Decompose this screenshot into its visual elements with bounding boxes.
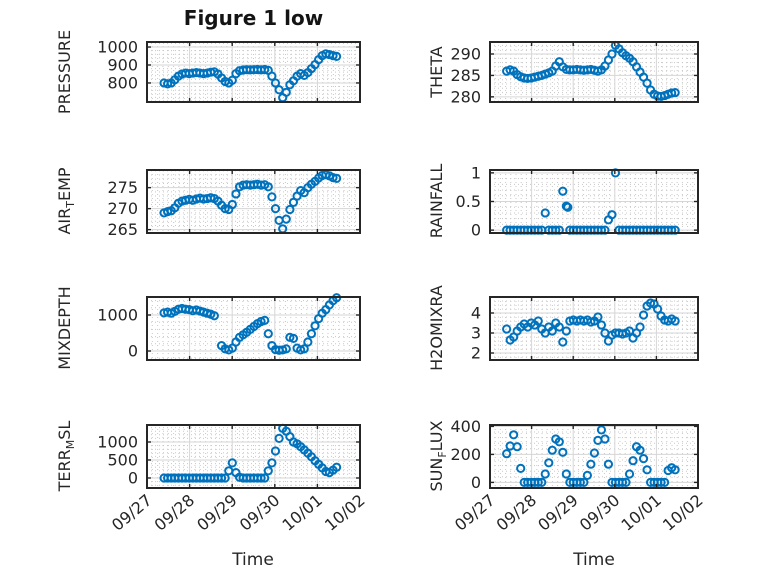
subplot-theta: 280 285 290 <box>450 40 699 107</box>
svg-text:800: 800 <box>107 73 138 92</box>
axes-box <box>489 424 699 489</box>
svg-text:0.5: 0.5 <box>456 192 481 211</box>
data-points <box>502 298 680 347</box>
y-tick-labels: 234 <box>471 304 481 363</box>
xlabel-time-right: Time <box>573 550 615 570</box>
axes-box <box>146 424 361 489</box>
subplot-h2omixra: 234 <box>471 296 699 363</box>
xlabel-time-left: Time <box>232 550 274 570</box>
svg-text:290: 290 <box>450 45 481 64</box>
subplot-mixdepth: 0 1000 <box>97 293 361 361</box>
svg-text:09/28: 09/28 <box>151 491 199 535</box>
svg-text:900: 900 <box>107 55 138 74</box>
axes-box <box>146 296 361 361</box>
data-points <box>159 423 342 483</box>
ylabel-air-temp: AIRTEMP <box>55 167 77 235</box>
minor-grid <box>490 297 698 360</box>
svg-text:10/02: 10/02 <box>659 491 707 535</box>
y-tick-labels: 0 200 400 <box>450 417 481 492</box>
figure-title: Figure 1 low <box>183 6 324 30</box>
axes-box <box>489 41 699 103</box>
y-tick-labels: 280 285 290 <box>450 45 481 107</box>
ylabel-theta: THETA <box>427 46 446 98</box>
ylabel-sun-flux: SUNFLUX <box>427 420 449 492</box>
svg-text:09/29: 09/29 <box>193 491 241 535</box>
svg-text:09/30: 09/30 <box>576 491 624 535</box>
y-tick-labels: 265 270 275 <box>107 178 138 239</box>
svg-text:09/30: 09/30 <box>236 491 284 535</box>
svg-text:0: 0 <box>128 342 138 361</box>
ylabel-rainfall: RAINFALL <box>427 163 446 239</box>
svg-text:0: 0 <box>471 473 481 492</box>
axes-box <box>146 169 361 234</box>
axis-ticks <box>489 297 699 360</box>
svg-text:2: 2 <box>471 344 481 363</box>
data-points <box>159 293 342 355</box>
svg-text:270: 270 <box>107 199 138 218</box>
y-tick-labels: 00.51 <box>456 163 481 239</box>
subplot-rainfall: 00.51 <box>456 163 699 240</box>
svg-text:10/01: 10/01 <box>278 491 326 535</box>
svg-text:3: 3 <box>471 324 481 343</box>
svg-text:09/29: 09/29 <box>534 491 582 535</box>
svg-text:1: 1 <box>471 163 481 182</box>
axis-ticks <box>489 42 699 102</box>
svg-text:1000: 1000 <box>97 306 138 325</box>
svg-text:4: 4 <box>471 304 481 323</box>
svg-text:280: 280 <box>450 87 481 106</box>
svg-text:09/28: 09/28 <box>493 491 541 535</box>
axis-ticks <box>146 297 361 360</box>
data-points <box>159 170 342 234</box>
axis-ticks <box>489 425 699 488</box>
data-points <box>502 425 680 487</box>
minor-grid <box>490 170 698 233</box>
data-points <box>502 40 680 102</box>
axes-box <box>146 41 361 103</box>
svg-text:1000: 1000 <box>97 38 138 57</box>
svg-text:200: 200 <box>450 445 481 464</box>
ylabel-pressure: PRESSURE <box>55 29 74 115</box>
svg-text:275: 275 <box>107 178 138 197</box>
svg-text:1000: 1000 <box>97 432 138 451</box>
svg-text:09/27: 09/27 <box>451 491 499 535</box>
axes-box <box>489 296 699 361</box>
axis-ticks <box>146 42 361 102</box>
svg-text:265: 265 <box>107 220 138 239</box>
subplot-air-temp: 265 270 275 <box>107 169 361 239</box>
y-tick-labels: 0 1000 <box>97 306 138 361</box>
axis-ticks <box>146 425 361 488</box>
svg-text:10/01: 10/01 <box>617 491 665 535</box>
axis-ticks <box>489 170 699 233</box>
svg-text:09/27: 09/27 <box>108 491 156 535</box>
svg-text:285: 285 <box>450 66 481 85</box>
svg-text:500: 500 <box>107 450 138 469</box>
svg-text:0: 0 <box>128 468 138 487</box>
minor-grid <box>147 170 360 233</box>
ylabel-terr-msl: TERRMSL <box>55 420 77 492</box>
svg-text:400: 400 <box>450 417 481 436</box>
data-points <box>159 49 342 103</box>
svg-text:0: 0 <box>471 221 481 240</box>
svg-text:10/02: 10/02 <box>321 491 369 535</box>
ylabel-mixdepth: MIXDEPTH <box>55 286 74 370</box>
axis-ticks <box>146 170 361 233</box>
ylabel-h2omixra: H2OMIXRA <box>427 285 446 371</box>
